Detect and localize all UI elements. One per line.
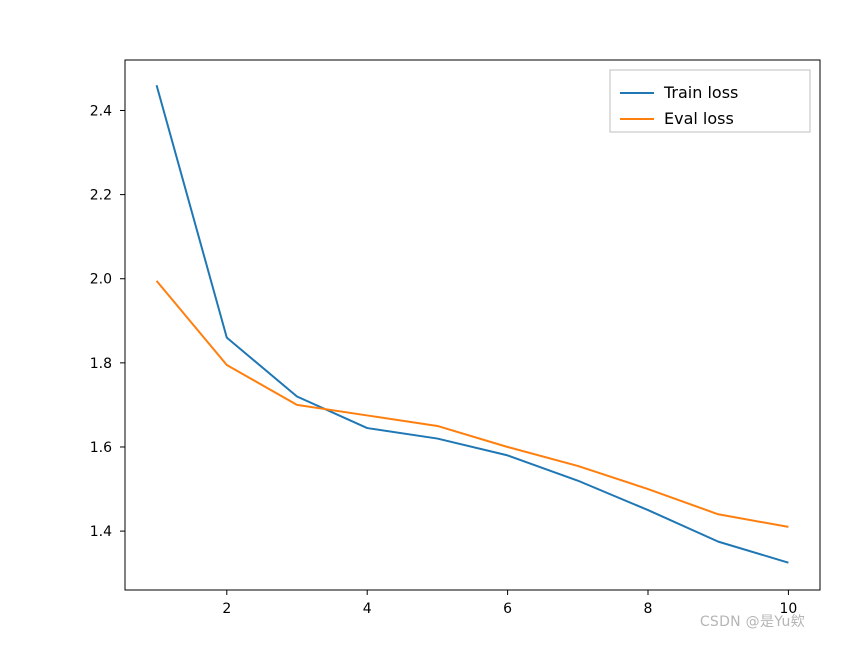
y-tick-label: 1.6: [90, 440, 112, 456]
y-tick-label: 2.2: [90, 188, 112, 204]
y-tick-label: 2.0: [90, 272, 112, 288]
x-tick-label: 10: [779, 601, 797, 617]
x-tick-label: 6: [503, 601, 512, 617]
y-tick-label: 1.4: [90, 524, 112, 540]
y-tick-label: 2.4: [90, 103, 112, 119]
x-tick-label: 8: [644, 601, 653, 617]
x-tick-label: 2: [222, 601, 231, 617]
legend-label: Train loss: [663, 83, 738, 102]
y-tick-label: 1.8: [90, 356, 112, 372]
legend-label: Eval loss: [664, 109, 734, 128]
x-tick-label: 4: [363, 601, 372, 617]
loss-chart: 2 4 6 8 10 1.4 1.6 1.8 2.0 2.2 2.4 Train loss Eval l…: [0, 0, 865, 649]
chart-svg: 2 4 6 8 10 1.4 1.6 1.8 2.0 2.2 2.4 Train loss Eval l…: [0, 0, 865, 649]
